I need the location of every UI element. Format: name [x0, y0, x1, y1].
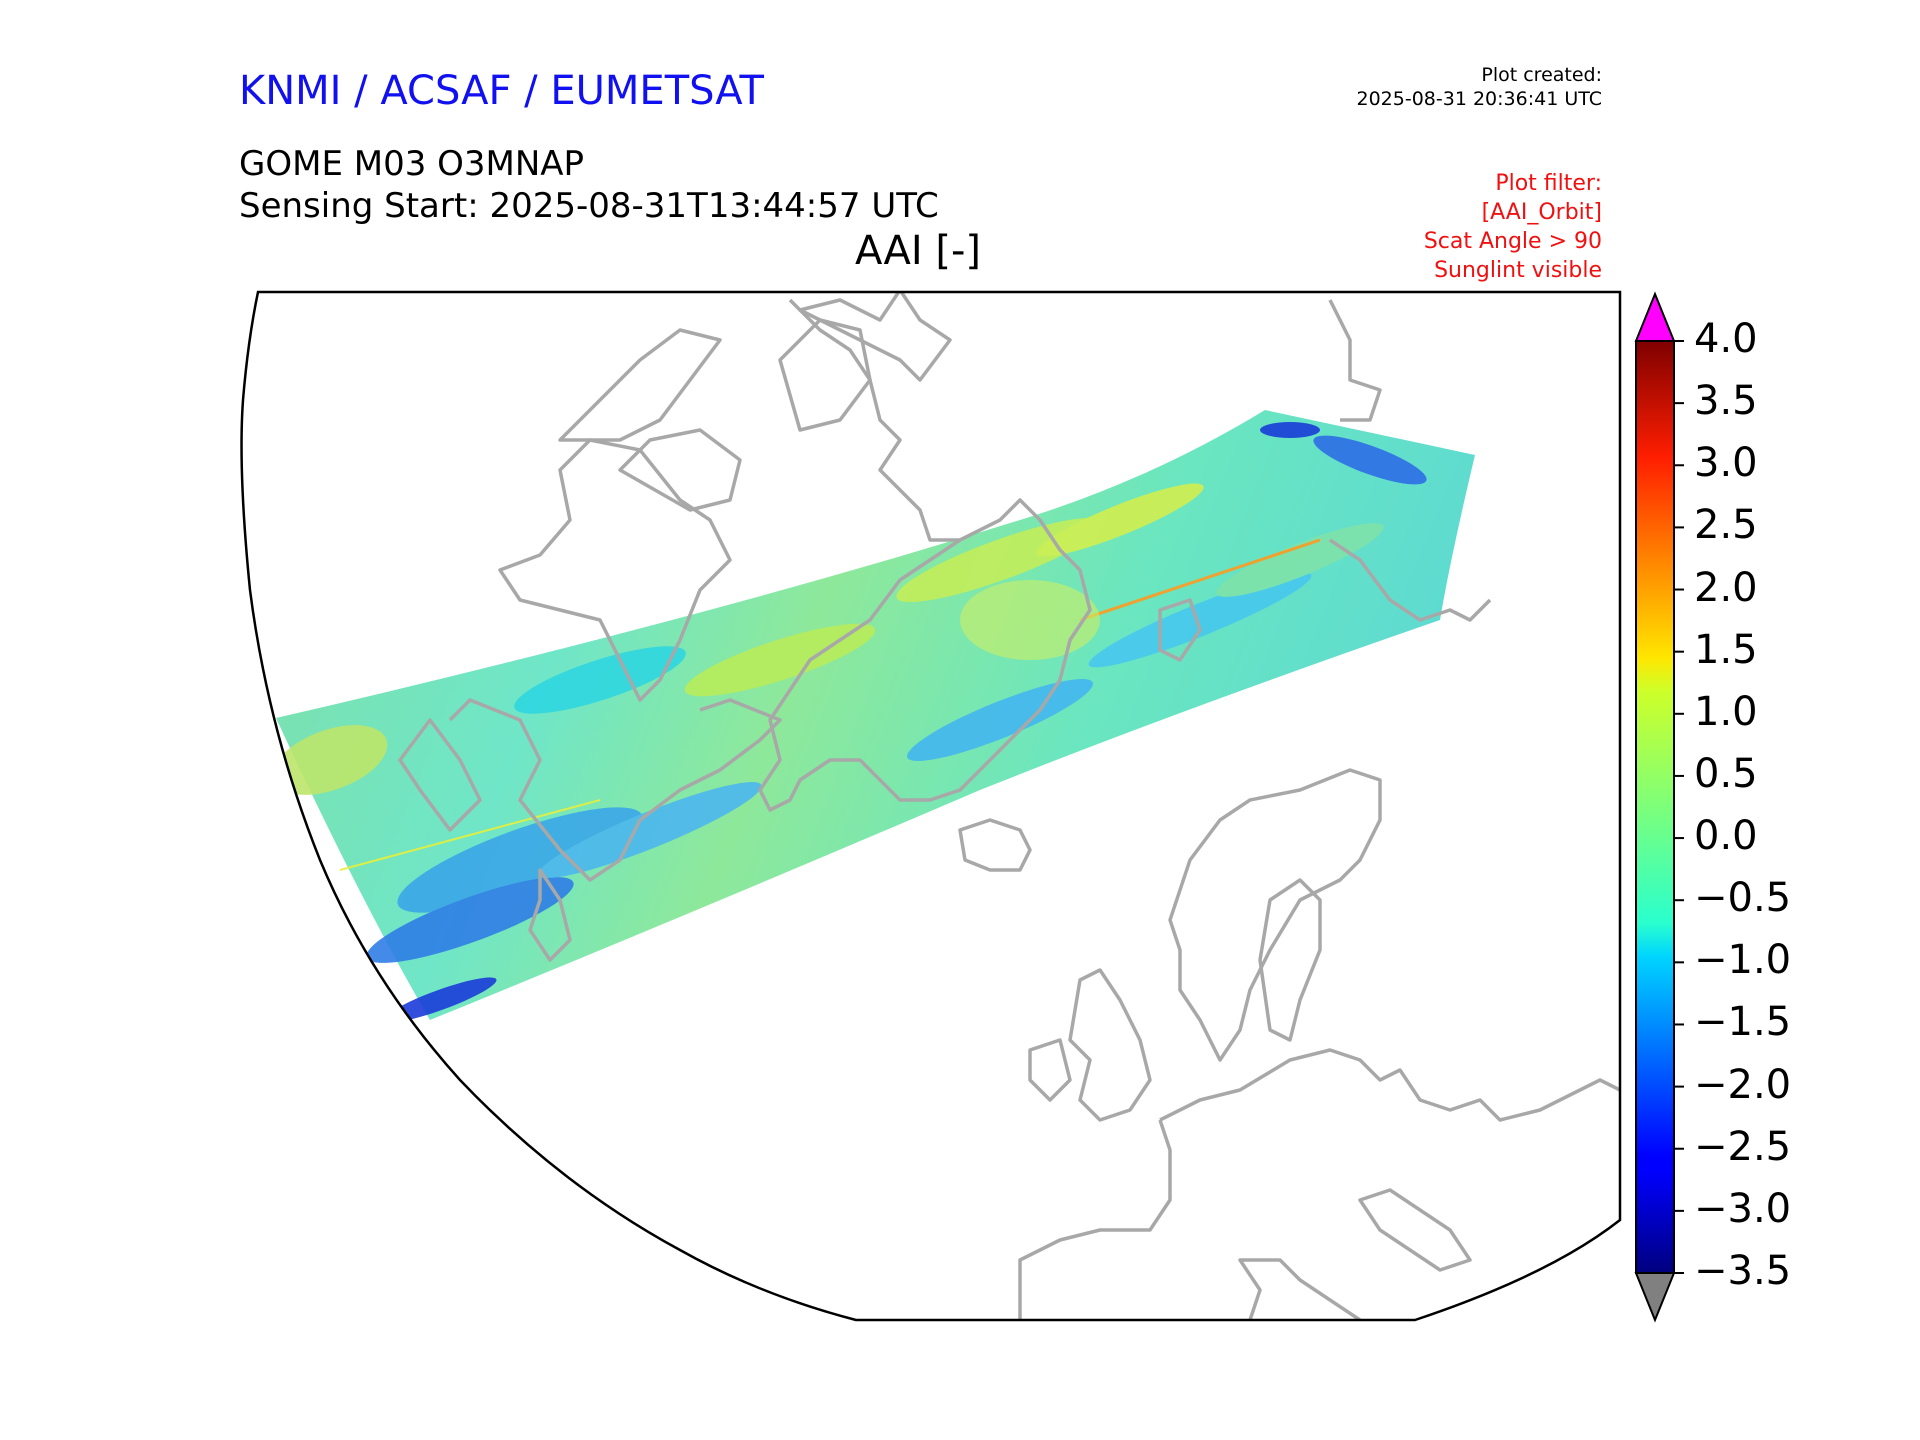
colorbar-tick-label: 2.0 — [1694, 564, 1758, 611]
plot-created-time: 2025-08-31 20:36:41 UTC — [1356, 88, 1603, 110]
plot-filter-title: Plot filter: — [1495, 171, 1602, 196]
coastlines — [398, 292, 1620, 1320]
map-area — [272, 292, 1620, 1320]
sensing-start: Sensing Start: 2025-08-31T13:44:57 UTC — [239, 186, 939, 226]
colorbar-tick-label: −2.0 — [1694, 1061, 1792, 1108]
colorbar-tick-label: 4.0 — [1694, 316, 1758, 362]
plot-created-label: Plot created: — [1481, 64, 1602, 86]
colorbar-tick-label: 0.0 — [1694, 813, 1758, 860]
colorbar — [1634, 291, 1684, 1323]
plot-filter-item: Sunglint visible — [1434, 258, 1602, 283]
colorbar-gradient — [1636, 341, 1674, 1273]
colorbar-tick-label: 2.5 — [1694, 502, 1758, 549]
colorbar-tick-label: −2.5 — [1694, 1123, 1792, 1170]
colorbar-tick-label: −3.5 — [1694, 1248, 1792, 1294]
plot-filter-item: [AAI_Orbit] — [1481, 200, 1602, 225]
organisation-title: KNMI / ACSAF / EUMETSAT — [239, 68, 764, 114]
colorbar-tick-label: 3.0 — [1694, 440, 1758, 487]
map-title: AAI [-] — [855, 228, 981, 274]
colorbar-tick-label: −3.0 — [1694, 1185, 1792, 1232]
colorbar-under-extension — [1634, 1272, 1676, 1323]
colorbar-tick-label: −1.0 — [1694, 937, 1792, 984]
map-frame — [240, 290, 1622, 1322]
colorbar-tick-label: 3.5 — [1694, 378, 1758, 425]
colorbar-tick-label: 1.0 — [1694, 688, 1758, 735]
product-name: GOME M03 O3MNAP — [239, 144, 585, 184]
colorbar-over-extension — [1634, 291, 1676, 342]
colorbar-tick-label: 0.5 — [1694, 750, 1758, 797]
colorbar-tick-label: −0.5 — [1694, 875, 1792, 922]
plot-filter-item: Scat Angle > 90 — [1423, 229, 1602, 254]
colorbar-tick-label: −1.5 — [1694, 999, 1792, 1046]
colorbar-tick-label: 1.5 — [1694, 626, 1758, 673]
